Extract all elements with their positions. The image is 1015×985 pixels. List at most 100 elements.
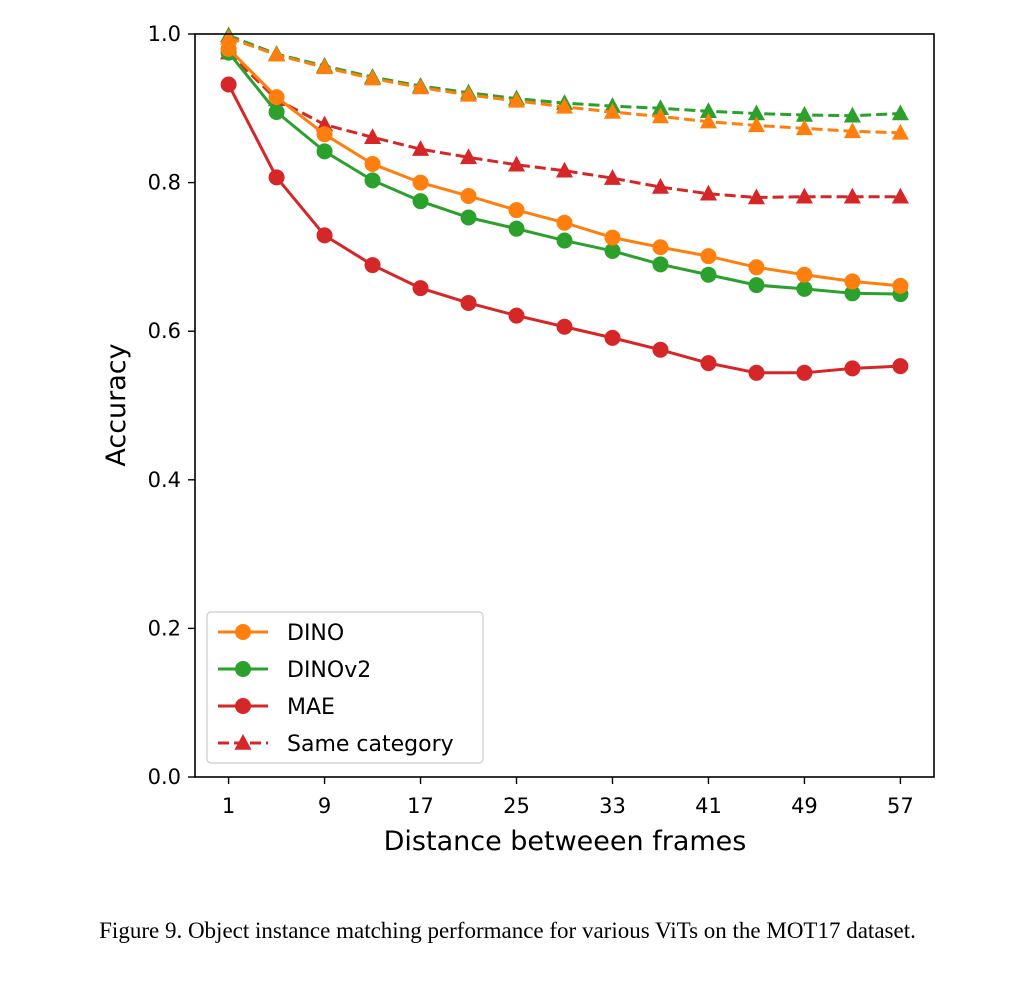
data-point bbox=[603, 169, 622, 185]
legend-label: MAE bbox=[287, 695, 335, 720]
data-point bbox=[844, 360, 861, 377]
x-axis-label: Distance betweeen frames bbox=[384, 826, 747, 857]
legend-marker bbox=[235, 624, 251, 640]
data-point bbox=[748, 259, 765, 276]
data-point bbox=[316, 143, 333, 160]
data-point bbox=[747, 104, 765, 121]
data-point bbox=[364, 69, 382, 86]
y-tick-label: 0.6 bbox=[148, 319, 181, 343]
data-point bbox=[891, 187, 909, 204]
legend-label: Same category bbox=[287, 732, 454, 757]
y-axis-label: Accuracy bbox=[101, 343, 132, 466]
data-point bbox=[747, 188, 765, 205]
data-point bbox=[411, 140, 430, 156]
legend: DINO DINOv2 MAE Same category bbox=[206, 611, 484, 764]
data-point bbox=[316, 115, 334, 132]
data-point bbox=[604, 242, 621, 259]
data-point bbox=[507, 91, 526, 108]
data-point bbox=[364, 172, 381, 189]
data-point bbox=[460, 187, 477, 204]
data-point bbox=[556, 318, 573, 335]
data-point bbox=[364, 128, 382, 145]
data-point bbox=[651, 178, 670, 194]
accuracy-line-chart: 1 9 17 25 33 41 49 57 0.0 0.2 0.4 0.6 0.8 1.0 Distanc… bbox=[101, 22, 935, 857]
axes-layer: 1 9 17 25 33 41 49 57 0.0 0.2 0.4 0.6 0.8 1.0 bbox=[148, 22, 914, 818]
data-point bbox=[652, 341, 669, 358]
x-tick-label: 9 bbox=[318, 794, 331, 818]
legend-marker bbox=[234, 734, 252, 750]
data-point bbox=[411, 78, 430, 95]
y-tick-label: 1.0 bbox=[148, 22, 181, 46]
data-point bbox=[508, 307, 525, 324]
data-point bbox=[220, 76, 237, 93]
data-point bbox=[747, 116, 765, 133]
data-point bbox=[556, 232, 573, 249]
x-tick-label: 33 bbox=[599, 794, 626, 818]
data-point bbox=[412, 174, 429, 191]
data-point bbox=[460, 209, 477, 226]
data-point bbox=[507, 155, 526, 172]
data-point bbox=[844, 285, 861, 302]
data-point bbox=[891, 104, 909, 121]
data-point bbox=[412, 193, 429, 210]
data-point bbox=[556, 214, 573, 231]
legend-label: DINO bbox=[287, 621, 344, 646]
x-tick-label: 57 bbox=[887, 794, 914, 818]
data-point bbox=[220, 28, 238, 45]
data-point bbox=[796, 364, 813, 381]
data-point bbox=[316, 58, 334, 75]
data-point bbox=[843, 106, 861, 123]
data-point bbox=[699, 112, 718, 129]
data-point bbox=[844, 273, 861, 290]
data-point bbox=[699, 184, 718, 201]
y-tick-label: 0.8 bbox=[148, 171, 181, 195]
legend-box bbox=[206, 611, 484, 764]
data-point bbox=[460, 294, 477, 311]
legend-marker bbox=[235, 698, 251, 714]
data-point bbox=[364, 156, 381, 173]
data-point bbox=[843, 122, 861, 139]
data-point bbox=[796, 266, 813, 283]
legend-marker bbox=[235, 661, 251, 677]
legend-entry: DINO bbox=[218, 621, 344, 646]
data-point bbox=[268, 45, 286, 62]
figure-caption: Figure 9. Object instance matching perfo… bbox=[99, 918, 916, 943]
y-tick-label: 0.4 bbox=[148, 468, 181, 492]
data-point bbox=[795, 187, 813, 204]
data-point bbox=[699, 102, 718, 119]
data-point bbox=[316, 227, 333, 244]
plot-frame bbox=[194, 33, 935, 778]
data-point bbox=[651, 107, 670, 124]
data-point bbox=[652, 256, 669, 273]
data-point bbox=[843, 187, 861, 204]
data-point bbox=[795, 105, 813, 122]
x-tick-label: 41 bbox=[695, 794, 722, 818]
data-point bbox=[268, 89, 285, 106]
data-point bbox=[220, 40, 237, 57]
x-tick-label: 25 bbox=[503, 794, 530, 818]
data-point bbox=[892, 358, 909, 375]
data-point bbox=[459, 148, 478, 165]
data-point bbox=[268, 169, 285, 186]
data-point bbox=[748, 364, 765, 381]
data-point bbox=[459, 85, 478, 102]
data-point bbox=[700, 266, 717, 283]
data-point bbox=[700, 355, 717, 372]
data-point bbox=[555, 97, 574, 114]
series-layer bbox=[220, 26, 909, 381]
series-line bbox=[227, 51, 901, 199]
data-point bbox=[748, 277, 765, 294]
data-point bbox=[412, 280, 429, 297]
data-point bbox=[604, 229, 621, 246]
data-point bbox=[316, 126, 333, 143]
data-point bbox=[508, 202, 525, 219]
legend-entry: MAE bbox=[218, 695, 335, 720]
data-point bbox=[652, 239, 669, 256]
legend-entry: DINOv2 bbox=[218, 658, 371, 683]
legend-label: DINOv2 bbox=[287, 658, 371, 683]
legend-entry: Same category bbox=[218, 732, 454, 757]
series-mae bbox=[220, 76, 909, 381]
data-point bbox=[603, 103, 622, 119]
data-point bbox=[795, 119, 813, 136]
